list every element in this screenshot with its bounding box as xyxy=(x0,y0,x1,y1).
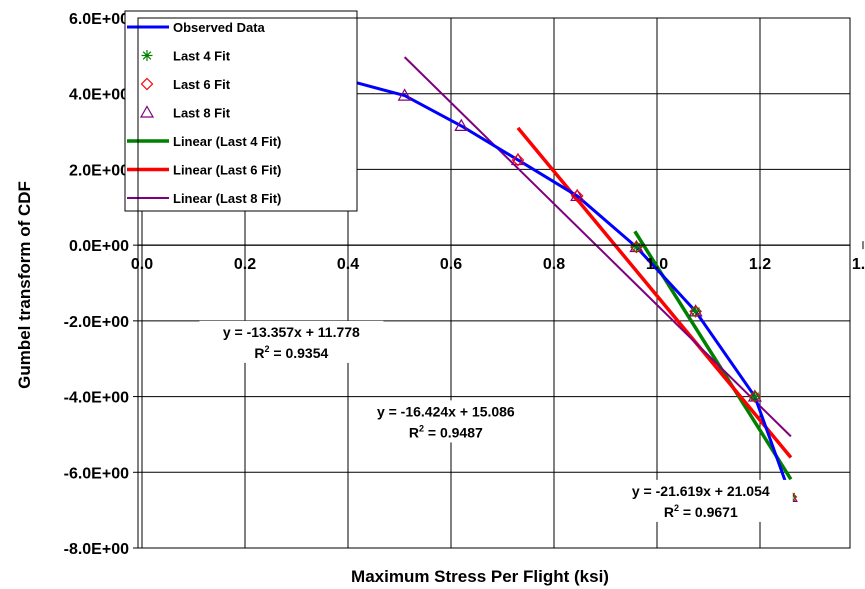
y-tick-label: -4.0E+00 xyxy=(64,390,129,407)
equation-background xyxy=(199,320,384,363)
r-squared-text: R2 = 0.9487 xyxy=(409,423,483,440)
x-tick-labels: 0.0 0.2 0.4 0.6 0.8 1.0 1.2 1.4 xyxy=(131,256,865,273)
markers xyxy=(397,88,798,504)
diamond-marker xyxy=(570,189,584,203)
equation-text: y = -16.424x + 15.086 xyxy=(377,403,515,419)
x-tick-label: 0.0 xyxy=(131,256,153,273)
legend: Observed Data Last 4 Fit Last 6 Fit Last 8 … xyxy=(124,10,358,212)
legend-item: Last 6 Fit xyxy=(140,77,231,92)
y-tick-label: 0.0E+00 xyxy=(69,238,129,255)
observed-data-line xyxy=(285,65,793,498)
trendline-equation: y = -13.357x + 11.778 R2 = 0.9354 xyxy=(199,320,384,363)
r-squared-value: = 0.9671 xyxy=(679,504,738,520)
r-squared-text: R2 = 0.9354 xyxy=(254,344,328,361)
legend-marker xyxy=(140,77,154,91)
y-tick-label: -6.0E+00 xyxy=(64,465,129,482)
asterisk-marker xyxy=(630,241,642,253)
x-tick-label: 1.4 xyxy=(852,256,865,273)
triangle-marker xyxy=(397,88,412,101)
trendline-equation: y = -16.424x + 15.086 R2 = 0.9487 xyxy=(353,400,538,443)
r-squared-superscript: 2 xyxy=(419,423,424,433)
asterisk-marker xyxy=(690,305,702,317)
legend-label: Last 8 Fit xyxy=(173,106,231,121)
x-axis-label: Maximum Stress Per Flight (ksi) xyxy=(351,567,609,586)
trendline xyxy=(516,126,793,459)
legend-label: Last 6 Fit xyxy=(173,77,231,92)
y-tick-label: -8.0E+00 xyxy=(64,541,129,558)
r-squared-value: = 0.9354 xyxy=(270,345,329,361)
r-squared-prefix: R xyxy=(664,504,674,520)
x-tick-label: 1.2 xyxy=(749,256,771,273)
legend-label: Linear (Last 4 Fit) xyxy=(173,134,281,149)
legend-item: Last 8 Fit xyxy=(139,105,231,121)
legend-marker xyxy=(139,105,155,118)
r-squared-text: R2 = 0.9671 xyxy=(664,503,738,520)
equation-text: y = -21.619x + 21.054 xyxy=(632,483,770,499)
x-tick-label: 0.6 xyxy=(440,256,462,273)
legend-label: Linear (Last 8 Fit) xyxy=(173,191,281,206)
r-squared-superscript: 2 xyxy=(265,344,270,354)
x-tick-label: 0.8 xyxy=(543,256,565,273)
y-tick-label: 6.0E+00 xyxy=(69,11,129,28)
legend-item: Linear (Last 4 Fit) xyxy=(127,134,281,149)
legend-item: Linear (Last 8 Fit) xyxy=(127,191,281,206)
diamond-marker xyxy=(511,153,525,167)
equation-text: y = -13.357x + 11.778 xyxy=(223,324,360,340)
triangle-marker xyxy=(510,152,525,166)
y-axis-label: Gumbel transform of CDF xyxy=(15,181,34,389)
asterisk-marker xyxy=(749,391,761,403)
legend-label: Last 4 Fit xyxy=(173,49,231,64)
legend-label: Linear (Last 6 Fit) xyxy=(173,163,281,178)
y-tick-label: 2.0E+00 xyxy=(69,162,129,179)
observed-series xyxy=(285,65,793,498)
r-squared-prefix: R xyxy=(254,345,264,361)
triangle-marker xyxy=(570,188,585,202)
legend-item: Last 4 Fit xyxy=(141,49,231,64)
trendline xyxy=(403,56,792,438)
equation-background xyxy=(353,400,538,443)
x-tick-label: 0.2 xyxy=(234,256,256,273)
y-tick-label: 4.0E+00 xyxy=(69,87,129,104)
legend-label: Observed Data xyxy=(173,20,266,35)
x-tick-label: 0.4 xyxy=(337,256,359,273)
trendline-equation: y = -21.619x + 21.054 R2 = 0.9671 xyxy=(608,479,793,522)
equation-background xyxy=(608,479,793,522)
r-squared-prefix: R xyxy=(409,424,419,440)
legend-item: Observed Data xyxy=(127,20,266,35)
legend-marker xyxy=(141,50,153,61)
plot-border xyxy=(137,17,851,549)
y-tick-label: -2.0E+00 xyxy=(64,314,129,331)
r-squared-value: = 0.9487 xyxy=(424,424,483,440)
legend-box xyxy=(124,10,358,212)
legend-item: Linear (Last 6 Fit) xyxy=(127,163,281,178)
triangle-marker xyxy=(454,118,469,131)
y-tick-labels: 6.0E+00 4.0E+00 2.0E+00 0.0E+00 -2.0E+00 -4.0… xyxy=(64,11,129,558)
x-tick-label: 1.0 xyxy=(646,256,668,273)
r-squared-superscript: 2 xyxy=(674,503,679,513)
